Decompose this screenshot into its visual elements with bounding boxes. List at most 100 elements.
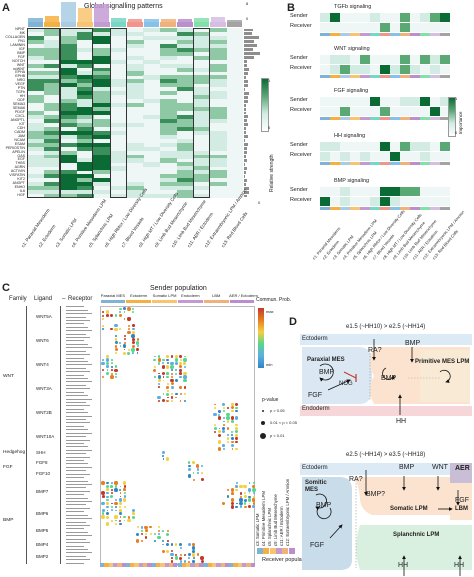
c-dot xyxy=(175,553,178,556)
a-heatmap-cell xyxy=(176,166,194,171)
a-heatmap-cell xyxy=(209,79,227,84)
c-dot xyxy=(105,522,109,526)
c-dot xyxy=(183,393,186,396)
c-dot xyxy=(119,345,122,348)
b-cluster-strip xyxy=(320,75,450,78)
a-heatmap-cell xyxy=(193,91,210,96)
c-receptor-row-mark xyxy=(66,518,92,519)
panel-a-legend-min: 0 xyxy=(268,125,271,130)
a-heatmap-cell xyxy=(93,142,111,147)
a-row-label: CDH xyxy=(17,125,25,130)
c-receiver-swatch xyxy=(125,563,131,567)
a-heatmap-cell xyxy=(60,31,78,37)
a-heatmap-cell xyxy=(209,95,227,100)
a-right-bar xyxy=(244,75,247,79)
a-row-label: GDF xyxy=(17,98,25,103)
b-cluster-swatch xyxy=(320,33,330,36)
c-receptor-row-mark xyxy=(66,453,86,454)
c-receiver-legend-label: c9: Limb Bud Mesenchyme xyxy=(273,494,278,546)
b-cluster-swatch xyxy=(410,207,420,210)
b-cell xyxy=(430,13,440,22)
b-sender-label: Sender xyxy=(290,13,308,19)
a-heatmap-cell xyxy=(143,28,161,33)
a-right-bar xyxy=(244,186,249,190)
a-right-bar xyxy=(244,87,246,91)
c-dot xyxy=(192,557,195,560)
d-bottom-ectoderm: Ectoderm xyxy=(302,465,328,471)
b-cluster-swatch xyxy=(420,75,430,78)
c-dot xyxy=(136,348,139,352)
c-dot xyxy=(170,396,174,399)
a-heatmap-cell xyxy=(43,114,61,120)
c-dot xyxy=(123,338,126,341)
c-dot xyxy=(106,314,109,317)
a-heatmap-cell xyxy=(60,91,78,96)
c-receptor-row-mark xyxy=(66,528,84,530)
a-cluster-swatch xyxy=(143,22,160,27)
a-right-bar xyxy=(244,119,248,123)
c-dot xyxy=(114,515,118,519)
b-cell xyxy=(420,152,430,161)
c-receptor-row-mark xyxy=(66,463,88,465)
c-receiver-legend-label: c5: Splanchnic LPM xyxy=(267,508,272,546)
a-heatmap-cell xyxy=(60,130,78,135)
c-dot xyxy=(166,355,170,358)
c-receptor-row-mark xyxy=(66,456,90,458)
a-heatmap-cell xyxy=(176,150,194,155)
c-dot xyxy=(252,484,256,488)
c-dot xyxy=(115,519,117,522)
c-dot xyxy=(217,447,222,451)
a-heatmap-cell xyxy=(176,186,194,191)
c-dot xyxy=(153,368,157,372)
a-heatmap-cell xyxy=(43,170,61,175)
c-dot xyxy=(235,440,238,444)
a-heatmap-cell xyxy=(193,170,210,175)
c-receptor-row-mark xyxy=(66,343,88,345)
c-receptor-row-mark xyxy=(66,470,86,471)
a-heatmap-cell xyxy=(76,166,94,171)
c-receptor-row-mark xyxy=(66,313,92,314)
c-dot xyxy=(101,491,105,496)
a-heatmap-cell xyxy=(110,31,127,37)
c-dot xyxy=(174,556,179,560)
a-heatmap-cell xyxy=(60,122,78,128)
c-dot xyxy=(175,396,178,399)
c-dot xyxy=(248,495,251,498)
c-dot xyxy=(110,482,113,484)
c-dot xyxy=(231,440,234,444)
c-dot xyxy=(187,474,191,478)
c-dot xyxy=(243,505,247,509)
b-block-title: TGFb signaling xyxy=(334,4,372,10)
c-dot xyxy=(243,484,247,489)
panel-a-cluster-strip xyxy=(27,22,243,27)
c-ligand-bracket xyxy=(60,480,62,506)
c-dot xyxy=(114,338,118,341)
b-cluster-swatch xyxy=(320,117,330,120)
b-cell xyxy=(380,142,390,151)
c-dot xyxy=(153,533,156,536)
b-cluster-swatch xyxy=(400,33,410,36)
a-heatmap-cell xyxy=(43,126,61,131)
b-cluster-swatch xyxy=(360,75,370,78)
b-cell xyxy=(430,55,440,64)
a-heatmap-cell xyxy=(193,67,210,72)
panel-a-top-bar-max: 8 xyxy=(246,1,249,6)
b-cluster-swatch xyxy=(420,33,430,36)
a-heatmap-cell xyxy=(193,174,210,179)
a-heatmap-cell xyxy=(110,79,127,84)
a-heatmap-cell xyxy=(193,35,210,41)
a-row-label: FGF xyxy=(17,54,25,59)
c-dot xyxy=(106,492,109,495)
b-cell xyxy=(380,107,390,116)
a-row-label: EGF xyxy=(17,157,25,162)
c-dot xyxy=(196,464,200,468)
d-bottom-wnt: WNT xyxy=(432,464,448,471)
c-dot xyxy=(162,376,165,378)
c-receiver-legend-label: c11: AER / Ectoderm xyxy=(279,506,284,546)
a-heatmap-cell xyxy=(60,95,78,100)
a-heatmap-cell xyxy=(60,39,78,44)
c-receptor-row-mark xyxy=(66,378,88,379)
a-heatmap-cell xyxy=(60,55,78,60)
c-receiver-swatch xyxy=(177,563,182,567)
b-cluster-swatch xyxy=(350,117,360,120)
